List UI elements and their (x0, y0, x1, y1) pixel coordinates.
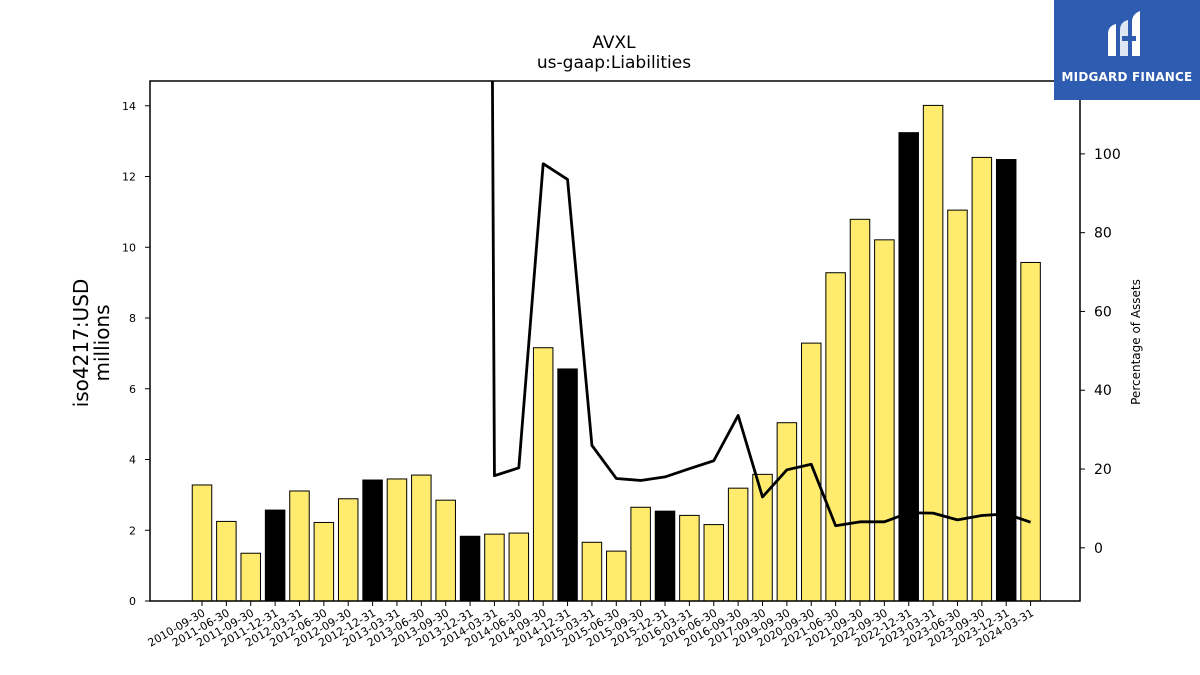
bar-series (191, 104, 1041, 602)
y-axis-label-line: millions (90, 304, 114, 381)
y-tick-label: 4 (129, 454, 136, 467)
bar-2011-12-31 (264, 509, 286, 602)
y2-tick-label: 40 (1094, 383, 1112, 399)
bar-2023-03-31 (922, 104, 944, 602)
bar-2010-09-30 (191, 484, 213, 602)
bar-2024-03-31 (1020, 261, 1041, 602)
chart-subtitle: us-gaap:Liabilities (537, 53, 691, 73)
y-tick-label: 12 (122, 171, 136, 184)
y-axis-left: 0 2 4 6 8 10 12 14 (122, 100, 150, 608)
bar-2023-09-30 (971, 156, 993, 602)
bar-2022-12-31 (898, 132, 919, 602)
y2-tick-label: 80 (1094, 226, 1112, 242)
y-tick-label: 10 (122, 241, 136, 254)
brand-logo: MIDGARD FINANCE (1054, 0, 1200, 100)
logo-text: MIDGARD FINANCE (1061, 70, 1193, 84)
line-series (491, 80, 1032, 528)
bar-2016-06-30 (703, 524, 725, 602)
bar-2014-12-31 (557, 368, 578, 602)
bar-2011-06-30 (216, 520, 237, 602)
bar-2012-03-31 (289, 490, 310, 602)
x-axis: 2010-09-302011-06-302011-09-302011-12-31… (146, 601, 1036, 650)
y2-tick-label: 20 (1094, 462, 1112, 478)
logo-mark-icon (1108, 11, 1140, 56)
bar-2016-03-31 (679, 514, 700, 602)
y-tick-label: 14 (122, 100, 136, 113)
bar-2014-03-31 (484, 533, 505, 602)
bar-2013-12-31 (459, 535, 481, 602)
bar-2014-09-30 (532, 347, 554, 602)
bar-2019-09-30 (776, 422, 798, 602)
percentage-of-assets-line (491, 80, 1032, 528)
plot-frame (149, 80, 1081, 602)
y-tick-label: 6 (129, 383, 136, 396)
y2-tick-label: 100 (1094, 147, 1121, 163)
y-axis-right: 0 20 40 60 80 100 (1080, 147, 1121, 557)
bar-2014-06-30 (508, 532, 530, 602)
bar-2021-06-30 (825, 272, 846, 602)
y2-axis-label: Percentage of Assets (1129, 279, 1143, 405)
bar-2011-09-30 (240, 552, 261, 602)
y-tick-label: 8 (129, 312, 136, 325)
y-tick-label: 0 (129, 595, 136, 608)
bar-2023-06-30 (947, 209, 968, 602)
y-tick-label: 2 (129, 524, 136, 537)
bar-2012-09-30 (337, 498, 359, 602)
bar-2013-09-30 (435, 499, 456, 602)
bar-2023-12-31 (995, 159, 1017, 602)
bar-2020-09-30 (801, 342, 822, 602)
bar-2022-09-30 (874, 239, 895, 602)
y-axis-label: iso4217:USDmillions (69, 279, 114, 408)
bar-2012-12-31 (362, 479, 383, 602)
chart-title: AVXL (592, 33, 636, 53)
bar-2016-09-30 (727, 487, 749, 602)
bar-2021-09-30 (849, 218, 871, 602)
bar-2013-06-30 (411, 474, 432, 602)
bar-2015-06-30 (606, 550, 627, 602)
bar-2015-12-31 (654, 510, 676, 602)
bar-2015-09-30 (630, 506, 651, 602)
y-axis-label-line: iso4217:USD (69, 279, 93, 408)
bar-2012-06-30 (313, 521, 335, 602)
bar-2013-03-31 (386, 478, 408, 602)
bar-2015-03-31 (581, 541, 603, 602)
y2-tick-label: 0 (1094, 541, 1103, 557)
y2-tick-label: 60 (1094, 304, 1112, 320)
